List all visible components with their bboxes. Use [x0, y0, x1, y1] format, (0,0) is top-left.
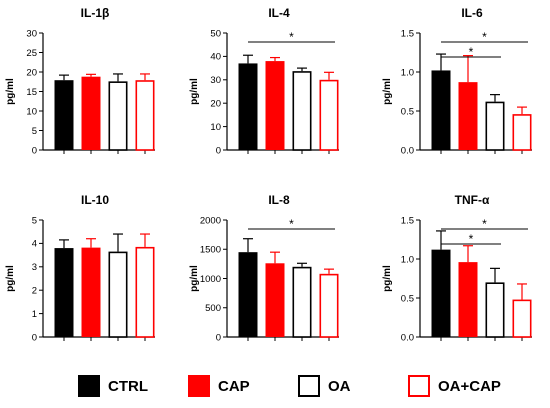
y-tick-label: 15 — [26, 87, 37, 98]
y-tick-label: 0 — [216, 332, 221, 343]
bar — [431, 70, 451, 150]
y-axis-label: pg/ml — [382, 78, 393, 105]
significance-star: * — [289, 30, 294, 44]
bar — [431, 249, 451, 337]
bar — [319, 79, 339, 151]
bar — [135, 246, 155, 338]
chart-title: IL-1β — [81, 6, 110, 20]
y-tick-label: 0.0 — [401, 332, 414, 343]
y-tick-label: 0 — [216, 145, 221, 156]
y-tick-label: 30 — [26, 28, 37, 39]
y-tick-label: 1000 — [200, 274, 221, 285]
y-tick-label: 1.0 — [401, 254, 414, 265]
y-tick-label: 30 — [210, 75, 221, 86]
y-tick-label: 0.5 — [401, 293, 414, 304]
y-axis-label: pg/ml — [189, 265, 200, 292]
chart-panel-4: IL-8 pg/ml 0 500 1000 1500 2000 * — [189, 193, 339, 343]
legend-label-oa: OA — [328, 377, 351, 395]
bar — [54, 248, 74, 337]
y-tick-label: 1.0 — [401, 67, 414, 78]
chart-title: IL-10 — [81, 193, 109, 207]
chart-title: IL-4 — [268, 6, 290, 20]
bar — [265, 263, 285, 337]
y-tick-label: 1 — [32, 309, 37, 320]
y-tick-label: 10 — [210, 122, 221, 133]
bar — [238, 63, 258, 150]
significance-star: * — [289, 217, 294, 231]
chart-panel-3: IL-10 pg/ml 0 1 2 3 4 5 — [5, 193, 155, 343]
legend-swatch-oa — [298, 375, 320, 397]
legend-item-oa: OA — [298, 372, 351, 400]
y-tick-label: 1.5 — [401, 28, 414, 39]
chart-panel-5: TNF-α pg/ml 0.0 0.5 1.0 1.5 * * — [382, 193, 532, 343]
y-tick-label: 2 — [32, 286, 37, 297]
y-tick-label: 20 — [210, 99, 221, 110]
y-tick-label: 5 — [32, 126, 37, 137]
y-tick-label: 4 — [32, 239, 37, 250]
y-tick-label: 2000 — [200, 215, 221, 226]
y-tick-label: 20 — [26, 67, 37, 78]
y-tick-label: 0 — [32, 332, 37, 343]
legend-item-ctrl: CTRL — [78, 372, 148, 400]
y-axis-label: pg/ml — [382, 265, 393, 292]
bar — [512, 114, 532, 151]
legend-swatch-oa-cap — [408, 375, 430, 397]
y-tick-label: 500 — [205, 303, 221, 314]
bar — [238, 252, 258, 337]
bar — [265, 61, 285, 150]
y-axis-label: pg/ml — [5, 78, 16, 105]
y-tick-label: 1500 — [200, 245, 221, 256]
bar — [292, 266, 312, 338]
y-tick-label: 10 — [26, 106, 37, 117]
y-axis-label: pg/ml — [5, 265, 16, 292]
chart-title: IL-8 — [268, 193, 290, 207]
chart-title: IL-6 — [461, 6, 483, 20]
y-tick-label: 40 — [210, 52, 221, 63]
legend-swatch-ctrl — [78, 375, 100, 397]
legend-label-ctrl: CTRL — [108, 377, 148, 395]
significance-star: * — [469, 232, 474, 246]
y-tick-label: 25 — [26, 48, 37, 59]
chart-panel-1: IL-4 pg/ml 0 10 20 30 40 50 * — [189, 6, 339, 156]
y-axis-label: pg/ml — [189, 78, 200, 105]
bar — [485, 101, 505, 151]
bar — [81, 76, 101, 150]
y-tick-label: 0 — [32, 145, 37, 156]
y-tick-label: 1.5 — [401, 215, 414, 226]
bar — [485, 282, 505, 338]
bar — [108, 251, 128, 338]
significance-star: * — [482, 30, 487, 44]
bar — [54, 80, 74, 150]
y-tick-label: 5 — [32, 215, 37, 226]
chart-panel-2: IL-6 pg/ml 0.0 0.5 1.0 1.5 * * — [382, 6, 532, 156]
bar — [512, 299, 532, 338]
chart-title: TNF-α — [455, 193, 490, 207]
bar — [108, 81, 128, 151]
legend-item-cap: CAP — [188, 372, 250, 400]
significance-star: * — [469, 45, 474, 59]
bar — [458, 82, 478, 150]
significance-star: * — [482, 217, 487, 231]
y-tick-label: 50 — [210, 28, 221, 39]
bar — [292, 71, 312, 151]
bar — [135, 80, 155, 151]
chart-panel-0: IL-1β pg/ml 0 5 10 15 20 25 30 — [5, 6, 155, 156]
y-tick-label: 0.0 — [401, 145, 414, 156]
y-tick-label: 3 — [32, 262, 37, 273]
bar — [81, 247, 101, 337]
y-tick-label: 0.5 — [401, 106, 414, 117]
legend-swatch-cap — [188, 375, 210, 397]
legend-item-oa-cap: OA+CAP — [408, 372, 501, 400]
legend-label-oa-cap: OA+CAP — [438, 377, 501, 395]
bar — [319, 273, 339, 338]
bar — [458, 262, 478, 337]
legend-label-cap: CAP — [218, 377, 250, 395]
legend: CTRL CAP OA OA+CAP — [0, 372, 550, 400]
